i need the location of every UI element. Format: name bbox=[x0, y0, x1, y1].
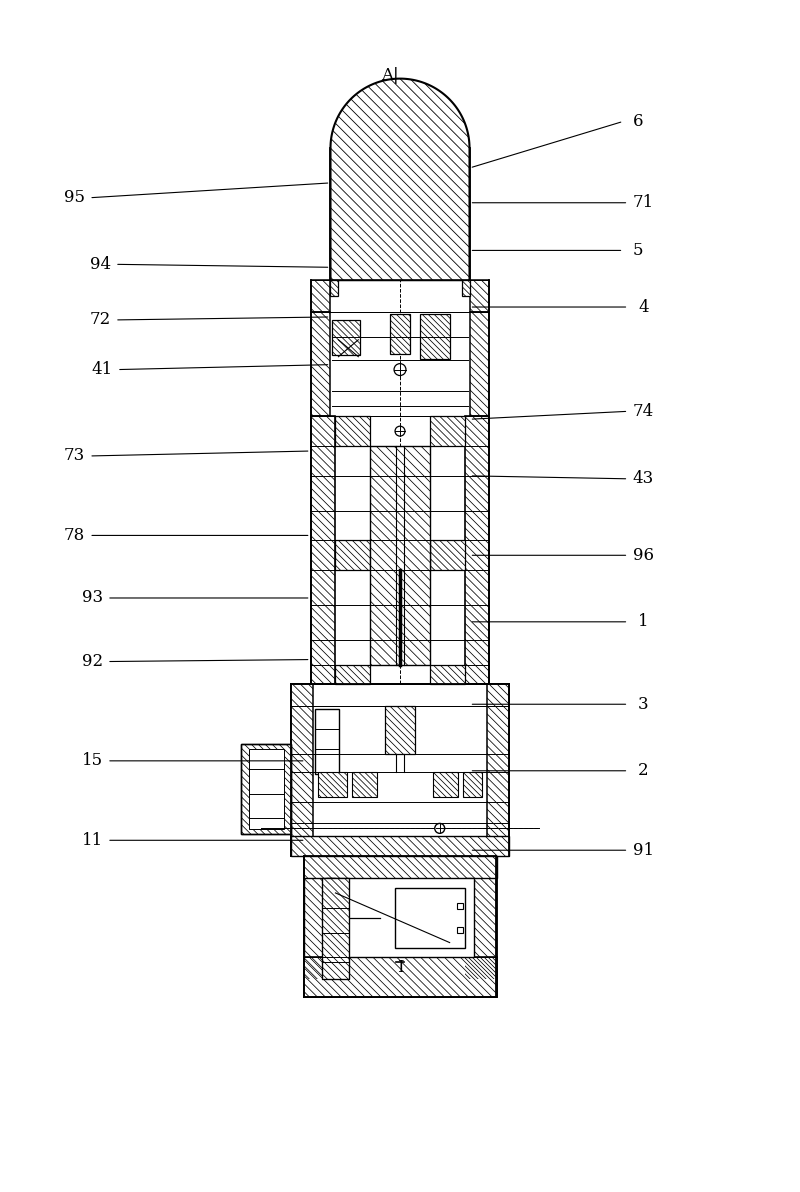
Polygon shape bbox=[390, 313, 410, 354]
Polygon shape bbox=[462, 280, 470, 296]
Bar bbox=[326, 879, 474, 957]
Polygon shape bbox=[465, 416, 490, 684]
Text: 5: 5 bbox=[633, 242, 643, 259]
Text: 1: 1 bbox=[638, 614, 649, 631]
Polygon shape bbox=[304, 856, 498, 879]
Text: 91: 91 bbox=[633, 842, 654, 858]
Polygon shape bbox=[487, 684, 510, 856]
Circle shape bbox=[394, 364, 406, 375]
Text: 4: 4 bbox=[638, 298, 649, 316]
Bar bbox=[314, 709, 339, 774]
Polygon shape bbox=[370, 446, 430, 664]
Text: 2: 2 bbox=[638, 762, 649, 780]
Polygon shape bbox=[352, 771, 377, 796]
Polygon shape bbox=[335, 540, 370, 570]
Polygon shape bbox=[335, 664, 370, 684]
Polygon shape bbox=[335, 416, 370, 446]
Bar bbox=[304, 856, 498, 998]
Text: 41: 41 bbox=[91, 361, 113, 378]
Polygon shape bbox=[290, 684, 313, 856]
Text: 94: 94 bbox=[90, 256, 110, 273]
Polygon shape bbox=[290, 837, 510, 856]
Text: 93: 93 bbox=[82, 590, 102, 607]
Polygon shape bbox=[318, 771, 347, 796]
Circle shape bbox=[395, 427, 405, 436]
Polygon shape bbox=[433, 771, 458, 796]
Polygon shape bbox=[304, 879, 335, 980]
Text: 72: 72 bbox=[90, 311, 110, 329]
Polygon shape bbox=[304, 957, 498, 998]
Text: 96: 96 bbox=[633, 547, 654, 564]
Bar bbox=[322, 879, 350, 980]
Polygon shape bbox=[385, 706, 415, 753]
Polygon shape bbox=[310, 416, 335, 684]
Polygon shape bbox=[462, 771, 482, 796]
Text: A|: A| bbox=[382, 67, 399, 85]
Text: 11: 11 bbox=[82, 832, 102, 849]
Polygon shape bbox=[310, 312, 330, 416]
Polygon shape bbox=[333, 319, 360, 355]
Polygon shape bbox=[330, 280, 338, 296]
Polygon shape bbox=[430, 664, 465, 684]
Bar bbox=[249, 749, 284, 830]
Polygon shape bbox=[465, 879, 496, 980]
Text: 73: 73 bbox=[64, 447, 85, 465]
Polygon shape bbox=[322, 879, 350, 980]
Polygon shape bbox=[470, 312, 490, 416]
Circle shape bbox=[434, 824, 445, 833]
Polygon shape bbox=[241, 744, 290, 834]
Bar bbox=[457, 926, 462, 932]
Polygon shape bbox=[430, 416, 465, 446]
Text: 71: 71 bbox=[633, 194, 654, 211]
Text: 3: 3 bbox=[638, 696, 649, 713]
Text: 74: 74 bbox=[633, 403, 654, 420]
Text: 6: 6 bbox=[633, 113, 643, 130]
Polygon shape bbox=[310, 280, 330, 312]
Text: I: I bbox=[397, 958, 403, 976]
Text: 43: 43 bbox=[633, 471, 654, 488]
Polygon shape bbox=[470, 280, 490, 312]
Bar bbox=[241, 744, 290, 834]
Text: 15: 15 bbox=[82, 752, 102, 769]
Bar bbox=[457, 902, 462, 908]
Text: 92: 92 bbox=[82, 653, 102, 670]
Polygon shape bbox=[430, 540, 465, 570]
Bar bbox=[290, 684, 510, 856]
Text: 78: 78 bbox=[64, 527, 85, 544]
Polygon shape bbox=[420, 313, 450, 359]
Bar bbox=[395, 888, 465, 948]
Text: 95: 95 bbox=[64, 190, 85, 206]
Polygon shape bbox=[330, 79, 470, 280]
